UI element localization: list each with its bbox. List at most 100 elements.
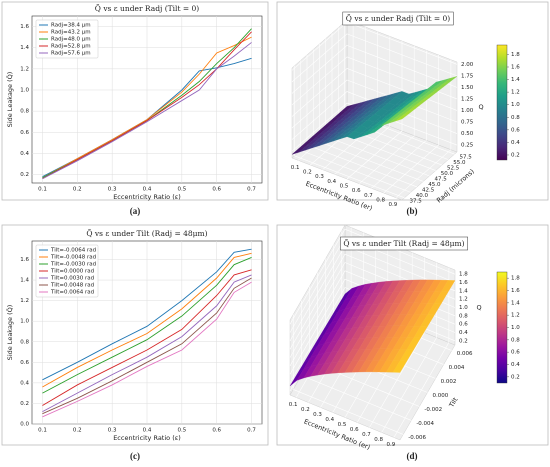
x-tick-label: 0.1 bbox=[38, 428, 47, 434]
x-tick-label: 0.1 bbox=[289, 402, 298, 408]
colorbar bbox=[496, 44, 508, 161]
y-tick-label: -0.006 bbox=[408, 435, 426, 441]
grid-line bbox=[291, 79, 348, 129]
x-tick-label: 0.9 bbox=[389, 202, 398, 208]
y-axis-label: Side Leakage (Q̃) bbox=[6, 72, 14, 128]
colorbar-tick-label: 1.0 bbox=[511, 102, 520, 108]
grid-line bbox=[291, 45, 348, 94]
z-axis-label: Q bbox=[478, 103, 483, 111]
y-tick-label: 1.6 bbox=[20, 24, 29, 30]
y-tick-label: 1.4 bbox=[20, 45, 29, 51]
z-tick-label: 0.8 bbox=[459, 313, 468, 319]
series-line bbox=[42, 281, 252, 418]
y-tick-label: 0.000 bbox=[433, 393, 449, 399]
y-tick-label: 0.2 bbox=[20, 172, 29, 178]
x-tick-label: 0.6 bbox=[350, 427, 359, 433]
y-tick-label: 0.006 bbox=[457, 351, 473, 357]
grid-line bbox=[346, 22, 458, 65]
y-tick-label: 0.4 bbox=[20, 151, 29, 157]
colorbar-tick-label: 1.2 bbox=[511, 90, 520, 96]
grid-line bbox=[346, 45, 458, 88]
legend-label: Radj=48.0 μm bbox=[51, 37, 91, 43]
grid-line bbox=[344, 228, 456, 275]
z-tick-label: 1.6 bbox=[459, 280, 468, 286]
grid-line bbox=[346, 56, 458, 100]
y-tick-label: 0.8 bbox=[20, 339, 29, 345]
colorbar-tick-label: 1.6 bbox=[511, 288, 520, 294]
y-tick-label: 42.5 bbox=[422, 187, 435, 193]
grid-line bbox=[301, 375, 412, 421]
panel-caption: (c) bbox=[130, 451, 140, 461]
z-tick-label: 1.2 bbox=[459, 297, 468, 303]
colorbar-tick-label: 1.4 bbox=[511, 77, 520, 83]
y-tick-label: 1.0 bbox=[20, 319, 29, 325]
y-tick-label: 0.004 bbox=[449, 365, 465, 371]
grid-line bbox=[291, 91, 348, 140]
grid-line bbox=[291, 102, 348, 152]
grid-line bbox=[289, 229, 346, 325]
x-tick-label: 0.5 bbox=[177, 187, 186, 193]
colorbar-tick-label: 0.6 bbox=[511, 127, 520, 133]
surface-patch bbox=[392, 360, 408, 373]
grid-line bbox=[291, 56, 348, 106]
z-tick-label: 0.75 bbox=[461, 120, 474, 126]
grid-line bbox=[346, 68, 458, 111]
grid-line bbox=[289, 262, 346, 358]
colorbar-tick-label: 1.4 bbox=[511, 300, 520, 306]
x-tick-label: 0.7 bbox=[364, 193, 373, 199]
x-tick-label: 0.7 bbox=[247, 187, 256, 193]
colorbar-tick-label: 1.2 bbox=[511, 313, 520, 319]
y-tick-label: 37.5 bbox=[410, 198, 423, 204]
z-tick-label: 1.8 bbox=[459, 272, 468, 278]
y-tick-label: 45.0 bbox=[428, 182, 441, 188]
colorbar-tick-label: 0.2 bbox=[511, 152, 520, 158]
legend-box bbox=[35, 244, 99, 298]
colorbar-tick-label: 0.8 bbox=[511, 337, 520, 343]
grid-line bbox=[293, 389, 404, 435]
grid-line bbox=[306, 144, 418, 188]
legend-label: Tilt=-0.0030 rad bbox=[50, 262, 96, 268]
legend-label: Radj=57.6 μm bbox=[51, 51, 91, 57]
x-tick-label: 0.6 bbox=[212, 187, 221, 193]
chart-title: Q̃ vs ε under Radj (Tilt = 0) bbox=[346, 14, 451, 23]
legend-label: Tilt=0.0030 rad bbox=[50, 276, 94, 282]
chart-title: Q̃ vs ε under Tilt (Radj = 48μm) bbox=[343, 239, 464, 248]
x-tick-label: 0.3 bbox=[313, 412, 322, 418]
legend-box bbox=[35, 19, 99, 59]
z-tick-label: 0.50 bbox=[461, 131, 474, 137]
series-line bbox=[42, 31, 252, 180]
z-tick-label: 0.4 bbox=[459, 330, 468, 336]
grid-line bbox=[291, 22, 348, 71]
y-tick-label: 0.6 bbox=[20, 360, 29, 366]
y-tick-label: 1.6 bbox=[20, 257, 29, 263]
x-tick-label: 0.7 bbox=[247, 428, 256, 434]
y-tick-label: 55.0 bbox=[453, 160, 466, 166]
legend-label: Tilt=-0.0064 rad bbox=[50, 248, 96, 254]
z-tick-label: 1.00 bbox=[461, 108, 474, 114]
x-tick-label: 0.5 bbox=[338, 422, 347, 428]
x-tick-label: 0.5 bbox=[340, 184, 349, 190]
y-tick-label: 1.4 bbox=[20, 278, 29, 284]
x-tick-label: 0.3 bbox=[108, 428, 117, 434]
grid-line bbox=[289, 279, 346, 375]
x-tick-label: 0.3 bbox=[315, 174, 324, 180]
legend-label: Radj=38.4 μm bbox=[51, 23, 91, 29]
x-tick-label: 0.2 bbox=[301, 407, 310, 413]
y-tick-label: 52.5 bbox=[447, 166, 460, 172]
x-tick-label: 0.8 bbox=[376, 198, 385, 204]
x-tick-label: 0.2 bbox=[303, 170, 312, 176]
series-line bbox=[42, 36, 252, 179]
y-tick-label: 50.0 bbox=[441, 171, 454, 177]
x-tick-label: 0.1 bbox=[291, 165, 300, 171]
z-tick-label: 2.00 bbox=[461, 62, 474, 68]
x-tick-label: 0.4 bbox=[325, 417, 334, 423]
x-tick-label: 0.4 bbox=[327, 179, 336, 185]
z-tick-label: 1.75 bbox=[461, 73, 474, 79]
series-line bbox=[42, 274, 252, 413]
series-line bbox=[42, 42, 252, 180]
colorbar-tick-label: 1.0 bbox=[511, 325, 520, 331]
z-tick-label: 1.50 bbox=[461, 85, 474, 91]
title-box bbox=[340, 236, 468, 251]
y-tick-label: -0.004 bbox=[416, 421, 434, 427]
grid-line bbox=[289, 254, 346, 350]
